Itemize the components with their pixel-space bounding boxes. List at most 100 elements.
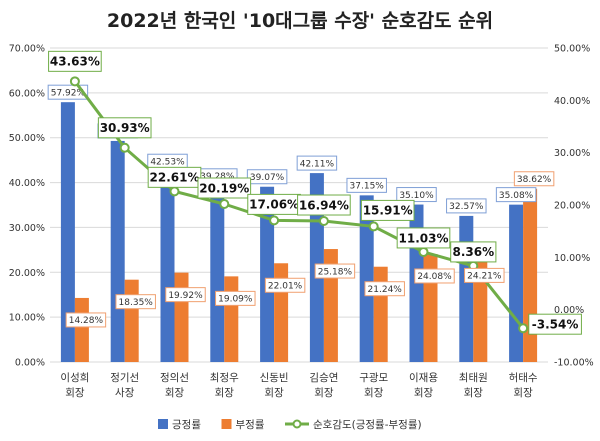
- data-label-negative-box: [414, 268, 455, 284]
- x-category-label: 정기선: [110, 372, 139, 384]
- x-category-label: 이성희: [60, 372, 89, 384]
- data-label-net-box: [147, 166, 202, 188]
- line-point: [518, 323, 529, 334]
- y-left-tick-label: 0.00%: [15, 358, 45, 369]
- x-category-label: 신동빈: [260, 372, 289, 384]
- data-label-negative: 24.21%: [467, 272, 502, 282]
- data-label-negative-box: [314, 263, 356, 279]
- bar-negative: [124, 279, 139, 362]
- data-label-net-box: [197, 177, 252, 199]
- data-label-net: 20.19%: [199, 181, 249, 195]
- y-right-tick-label: 30.00%: [554, 148, 590, 159]
- data-label-positive-box: [446, 198, 487, 214]
- data-label-positive-box: [495, 187, 537, 203]
- y-left-tick-label: 70.00%: [9, 44, 45, 55]
- bar-negative: [174, 272, 189, 362]
- x-category-label: 회장: [65, 387, 85, 399]
- data-label-net-box: [297, 194, 351, 216]
- x-category-label: 회장: [215, 387, 235, 399]
- data-label-positive: 37.15%: [350, 182, 385, 192]
- line-point: [368, 221, 379, 232]
- x-category-label: 회장: [165, 387, 185, 399]
- data-label-net-box: [450, 241, 497, 263]
- legend-label: 순호감도(긍정률-부정률): [313, 419, 422, 431]
- line-point: [418, 246, 429, 257]
- data-label-net: 8.36%: [452, 245, 494, 259]
- data-label-net-box: [360, 199, 415, 221]
- x-category-label: 회장: [464, 387, 484, 399]
- y-left-tick-label: 20.00%: [9, 268, 45, 279]
- data-label-net: 11.03%: [399, 231, 449, 245]
- x-category-label: 사장: [115, 387, 135, 399]
- data-label-positive: 42.11%: [300, 159, 335, 169]
- data-label-negative-box: [513, 171, 555, 187]
- y-right-tick-label: 50.00%: [554, 44, 590, 55]
- x-category-label: 회장: [314, 387, 334, 399]
- y-left-tick-label: 50.00%: [9, 133, 45, 144]
- x-category-label: 구광모: [359, 372, 388, 384]
- data-label-positive-box: [246, 169, 288, 185]
- x-category-label: 회장: [513, 387, 533, 399]
- legend-swatch: [221, 419, 232, 429]
- bar-positive: [60, 102, 75, 362]
- bar-positive: [160, 171, 175, 362]
- bar-negative: [373, 266, 388, 362]
- y-right-tick-label: -10.00%: [554, 358, 594, 369]
- data-label-negative-box: [115, 294, 156, 310]
- data-label-net: 22.61%: [150, 171, 200, 185]
- chart-title: 2022년 한국인 '10대그룹 수장' 순호감도 순위: [106, 10, 494, 32]
- data-label-positive: 57.92%: [51, 88, 86, 98]
- y-left-tick-label: 10.00%: [9, 313, 45, 324]
- data-label-negative: 21.24%: [368, 285, 403, 295]
- data-label-positive: 35.10%: [399, 191, 434, 201]
- data-label-negative-box: [264, 277, 306, 293]
- data-label-negative-box: [364, 281, 405, 297]
- data-label-negative: 18.35%: [119, 298, 154, 308]
- data-label-positive: 42.53%: [150, 157, 185, 167]
- y-right-tick-label: 10.00%: [554, 253, 590, 264]
- line-point: [169, 186, 180, 197]
- y-left-tick-label: 30.00%: [9, 223, 45, 234]
- data-label-positive: 39.07%: [250, 173, 285, 183]
- data-label-positive-box: [296, 155, 338, 171]
- data-label-net: -3.54%: [532, 318, 579, 332]
- data-label-net: 15.91%: [363, 204, 413, 218]
- line-point: [219, 199, 230, 210]
- data-label-net-box: [97, 117, 152, 139]
- y-right-tick-label: 40.00%: [554, 96, 590, 107]
- data-label-negative: 24.08%: [417, 272, 452, 282]
- data-label-negative-box: [65, 312, 107, 328]
- legend-label: 긍정률: [172, 419, 201, 431]
- data-label-positive-box: [396, 187, 437, 203]
- bar-positive: [509, 204, 524, 362]
- line-point: [269, 215, 280, 226]
- data-label-net-box: [396, 227, 451, 249]
- data-label-negative: 22.01%: [268, 282, 303, 292]
- line-point: [318, 216, 329, 227]
- data-label-negative: 19.92%: [168, 291, 203, 301]
- x-category-label: 회장: [414, 387, 434, 399]
- y-left-tick-label: 40.00%: [9, 178, 45, 189]
- y-left-tick-label: 60.00%: [9, 88, 45, 99]
- data-label-negative-box: [215, 290, 256, 306]
- bar-negative: [523, 188, 538, 362]
- x-category-label: 회장: [264, 387, 284, 399]
- data-label-negative: 19.09%: [218, 295, 253, 305]
- x-category-label: 회장: [364, 387, 384, 399]
- data-label-net: 30.93%: [100, 121, 150, 135]
- line-point: [119, 142, 130, 153]
- data-label-net: 16.94%: [299, 198, 349, 212]
- x-category-label: 허태수: [509, 372, 538, 384]
- data-label-negative-box: [165, 287, 206, 303]
- x-category-label: 최정우: [210, 372, 239, 384]
- bar-negative: [224, 276, 239, 362]
- data-label-negative-box: [464, 267, 505, 283]
- x-category-label: 정의선: [160, 372, 189, 384]
- y-right-tick-label: 0.00%: [554, 305, 584, 316]
- y-right-tick-label: 20.00%: [554, 201, 590, 212]
- data-label-positive-box: [346, 177, 387, 193]
- bar-positive: [459, 215, 474, 362]
- data-label-positive: 39.28%: [200, 172, 235, 182]
- legend-label: 부정률: [236, 419, 265, 431]
